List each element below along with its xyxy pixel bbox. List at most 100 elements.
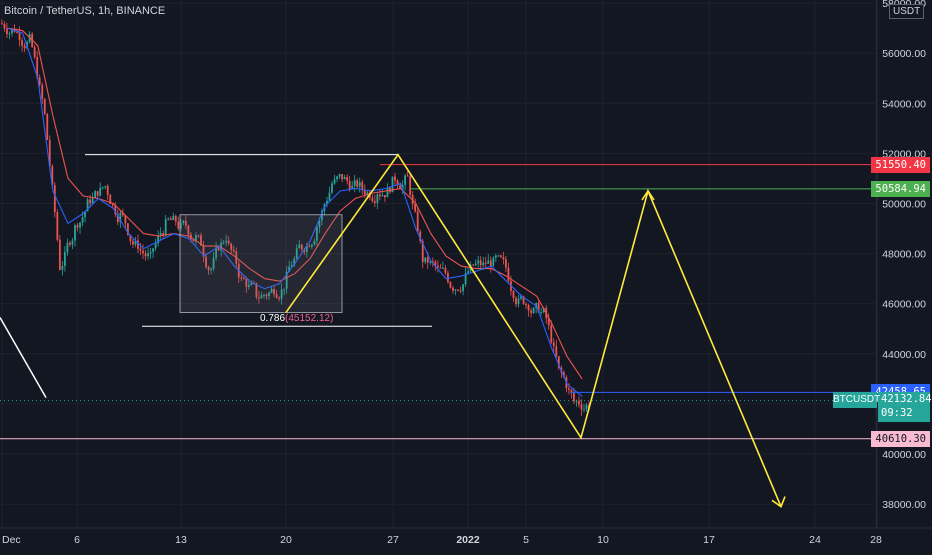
target-price-tag: 50584.94 [871,180,930,197]
symbol-title[interactable]: Bitcoin / TetherUS, 1h, BINANCE [4,5,166,17]
candle-body [3,24,6,29]
time-axis[interactable]: Dec 6 13 20 27 2022 5 10 17 24 28 [0,527,932,546]
candle-body [507,267,510,282]
candle-body [499,255,502,258]
candle-body [331,183,333,193]
price-tick-label: 46000.00 [882,299,926,311]
candle-body [71,240,74,245]
candle-body [376,194,379,203]
price-tick-label: 50000.00 [882,199,926,211]
symbol-badge[interactable]: BTCUSDT [833,392,880,408]
candle-body [436,265,439,268]
candle-body [91,198,94,204]
candle-body [247,285,250,287]
candle-body [197,235,200,237]
candle-body [129,234,132,242]
candle-body [326,200,328,205]
price-axis[interactable]: 38000.0040000.0042000.0044000.0046000.00… [876,0,926,528]
candle-body [343,177,346,180]
candle-body [426,257,429,263]
candle-body [384,195,386,198]
candle-body [300,244,303,250]
candle-body [255,282,258,298]
candle-body [33,46,36,57]
candle-body [522,296,525,304]
candle-body [373,201,376,203]
candle-body [139,248,142,251]
candle-body [270,288,273,293]
current-price-box: 42132.84 09:32 [878,392,932,422]
candle-body [580,404,583,410]
candle-body [411,195,414,205]
candle-body [227,240,230,244]
candle-body [414,204,417,212]
candle-body [79,222,81,228]
candle-body [464,273,467,285]
price-tick-label: 44000.00 [882,349,926,361]
candle-body [245,278,248,287]
candle-body [195,235,197,242]
candle-body [391,176,394,193]
candle-body [525,303,527,306]
candle-body [58,239,61,270]
candle-body [439,267,442,269]
currency-label[interactable]: USDT [889,4,925,19]
candle-body [527,305,530,311]
candle-body [351,186,354,189]
time-tick-label: Dec [2,534,21,546]
candle-body [202,245,205,257]
candle-body [429,261,432,263]
candle-body [192,239,195,242]
time-tick-label: 5 [523,534,529,546]
candle-body [424,257,427,263]
candle-body [290,265,293,267]
candle-body [179,222,182,229]
drawing-layer [0,153,876,508]
candle-body [273,288,275,295]
moving-averages [7,27,583,397]
price-tick-label: 54000.00 [882,98,926,110]
candle-body [16,31,18,33]
candle-body [305,246,308,252]
candle-body [542,307,545,313]
arrow-head-up [641,189,655,201]
candle-body [497,255,500,257]
candle-body [472,264,475,266]
candle-body [152,248,154,252]
candle-body [21,40,23,46]
candle-body [86,199,89,212]
candle-body [321,210,323,221]
candle-body [358,181,361,187]
fib-ratio: 0.786 [260,313,286,324]
candle-body [537,302,540,313]
candle-body [8,33,11,35]
candle-body [250,282,253,286]
candle-body [313,240,316,245]
candle-body [379,194,381,197]
candle-body [127,223,129,235]
candle-body [36,56,39,78]
support-price-tag: 40610.30 [871,430,930,447]
time-tick-label: 28 [870,534,882,546]
time-tick-label: 20 [280,534,292,546]
candle-body [356,180,359,187]
candle-body [210,268,212,271]
candle-body [240,277,243,279]
candle-body [182,220,185,223]
candle-body [81,217,84,223]
candle-body [573,392,575,402]
candle-body [550,325,553,343]
candle-body [457,289,459,291]
candle-body [147,253,149,257]
candle-body [394,176,396,181]
candle-body [295,248,298,259]
candle-body [222,242,225,244]
candle-body [104,186,107,188]
time-tick-label: 17 [703,534,715,546]
candle-body [134,240,137,245]
candle-body [111,204,114,206]
candle-body [99,187,102,196]
candle-body [482,262,485,266]
